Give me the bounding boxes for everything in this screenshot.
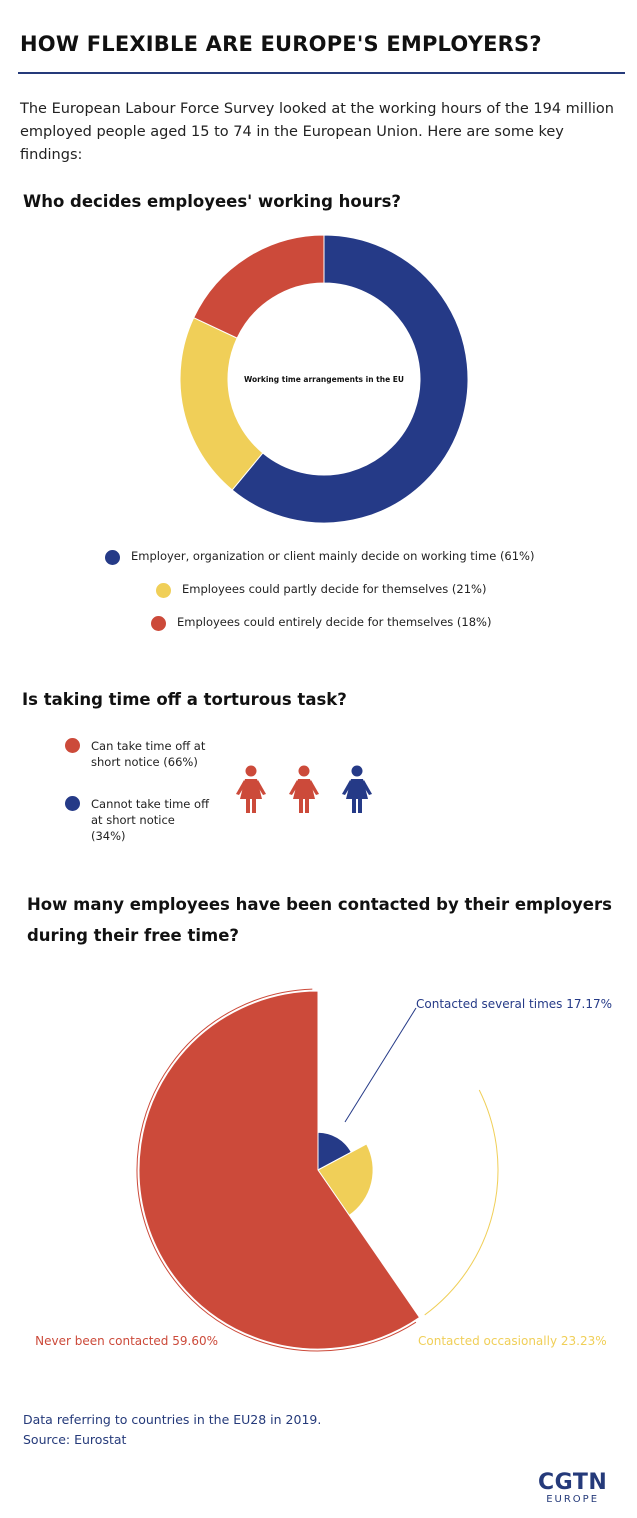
title-divider [18, 72, 625, 74]
donut-slice-2 [193, 234, 325, 339]
intro-text: The European Labour Force Survey looked … [20, 101, 614, 163]
rose-leader-arc-1 [424, 1089, 499, 1316]
page-title: HOW FLEXIBLE ARE EUROPE'S EMPLOYERS? [20, 32, 542, 56]
section-heading-contacted: How many employees have been contacted b… [27, 895, 612, 945]
legend-label-employer: Employer, organization or client mainly … [131, 549, 535, 563]
woman-icon [342, 765, 372, 813]
woman-icon-arm-right [362, 780, 372, 795]
woman-icon-head [351, 765, 363, 777]
woman-icon-leg-left [246, 799, 250, 813]
woman-icon-leg-right [358, 799, 362, 813]
legend-dot-blue [105, 550, 120, 565]
footer-note: Data referring to countries in the EU28 … [23, 1412, 322, 1427]
rose-label-0: Contacted several times 17.17% [416, 997, 612, 1011]
woman-icon-arm-right [309, 780, 319, 795]
section-heading-who-decides: Who decides employees' working hours? [23, 192, 401, 211]
woman-icon-arm-left [342, 780, 352, 795]
pictogram-legend-can: Can take time off at short notice (66%) [65, 738, 211, 770]
legend-label-partly: Employees could partly decide for themse… [182, 582, 487, 596]
rose-leader-arc-2 [136, 988, 417, 1352]
woman-icon-arm-right [256, 780, 266, 795]
woman-icon-leg-right [305, 799, 309, 813]
pictogram-legend-cannot: Cannot take time off at short notice (34… [65, 796, 211, 844]
cgtn-europe-logo: CGTN EUROPE [538, 1472, 607, 1506]
woman-icon-arm-left [236, 780, 246, 795]
legend-dot-can [65, 738, 80, 753]
woman-icon [236, 765, 266, 813]
logo-main-text: CGTN [538, 1470, 608, 1495]
legend-dot-cannot [65, 796, 80, 811]
woman-icon [289, 765, 319, 813]
woman-icon-leg-right [252, 799, 256, 813]
logo-sub-text: EUROPE [546, 1494, 600, 1505]
footer-source: Source: Eurostat [23, 1432, 127, 1447]
legend-label-entirely: Employees could entirely decide for them… [177, 615, 492, 629]
rose-label-1: Contacted occasionally 23.23% [418, 1334, 607, 1348]
donut-center-label: Working time arrangements in the EU [244, 375, 404, 384]
legend-dot-yellow [156, 583, 171, 598]
woman-icon-head [298, 765, 310, 777]
woman-icon-arm-left [289, 780, 299, 795]
pictogram-label-cannot: Cannot take time off at short notice (34… [91, 797, 209, 843]
pictogram-label-can: Can take time off at short notice (66%) [91, 739, 206, 769]
woman-icon-head [245, 765, 257, 777]
rose-slice-1 [317, 1143, 374, 1217]
donut-slice-0 [231, 234, 469, 524]
footer: Data referring to countries in the EU28 … [23, 1410, 321, 1450]
rose-label-2: Never been contacted 59.60% [35, 1334, 218, 1348]
woman-icon-leg-left [352, 799, 356, 813]
rose-slice-2 [138, 990, 421, 1350]
legend-dot-red [151, 616, 166, 631]
woman-icon-leg-left [299, 799, 303, 813]
rose-leader-line-0 [344, 1007, 417, 1123]
donut-slice-1 [179, 317, 264, 491]
section-heading-time-off: Is taking time off a torturous task? [22, 690, 347, 709]
